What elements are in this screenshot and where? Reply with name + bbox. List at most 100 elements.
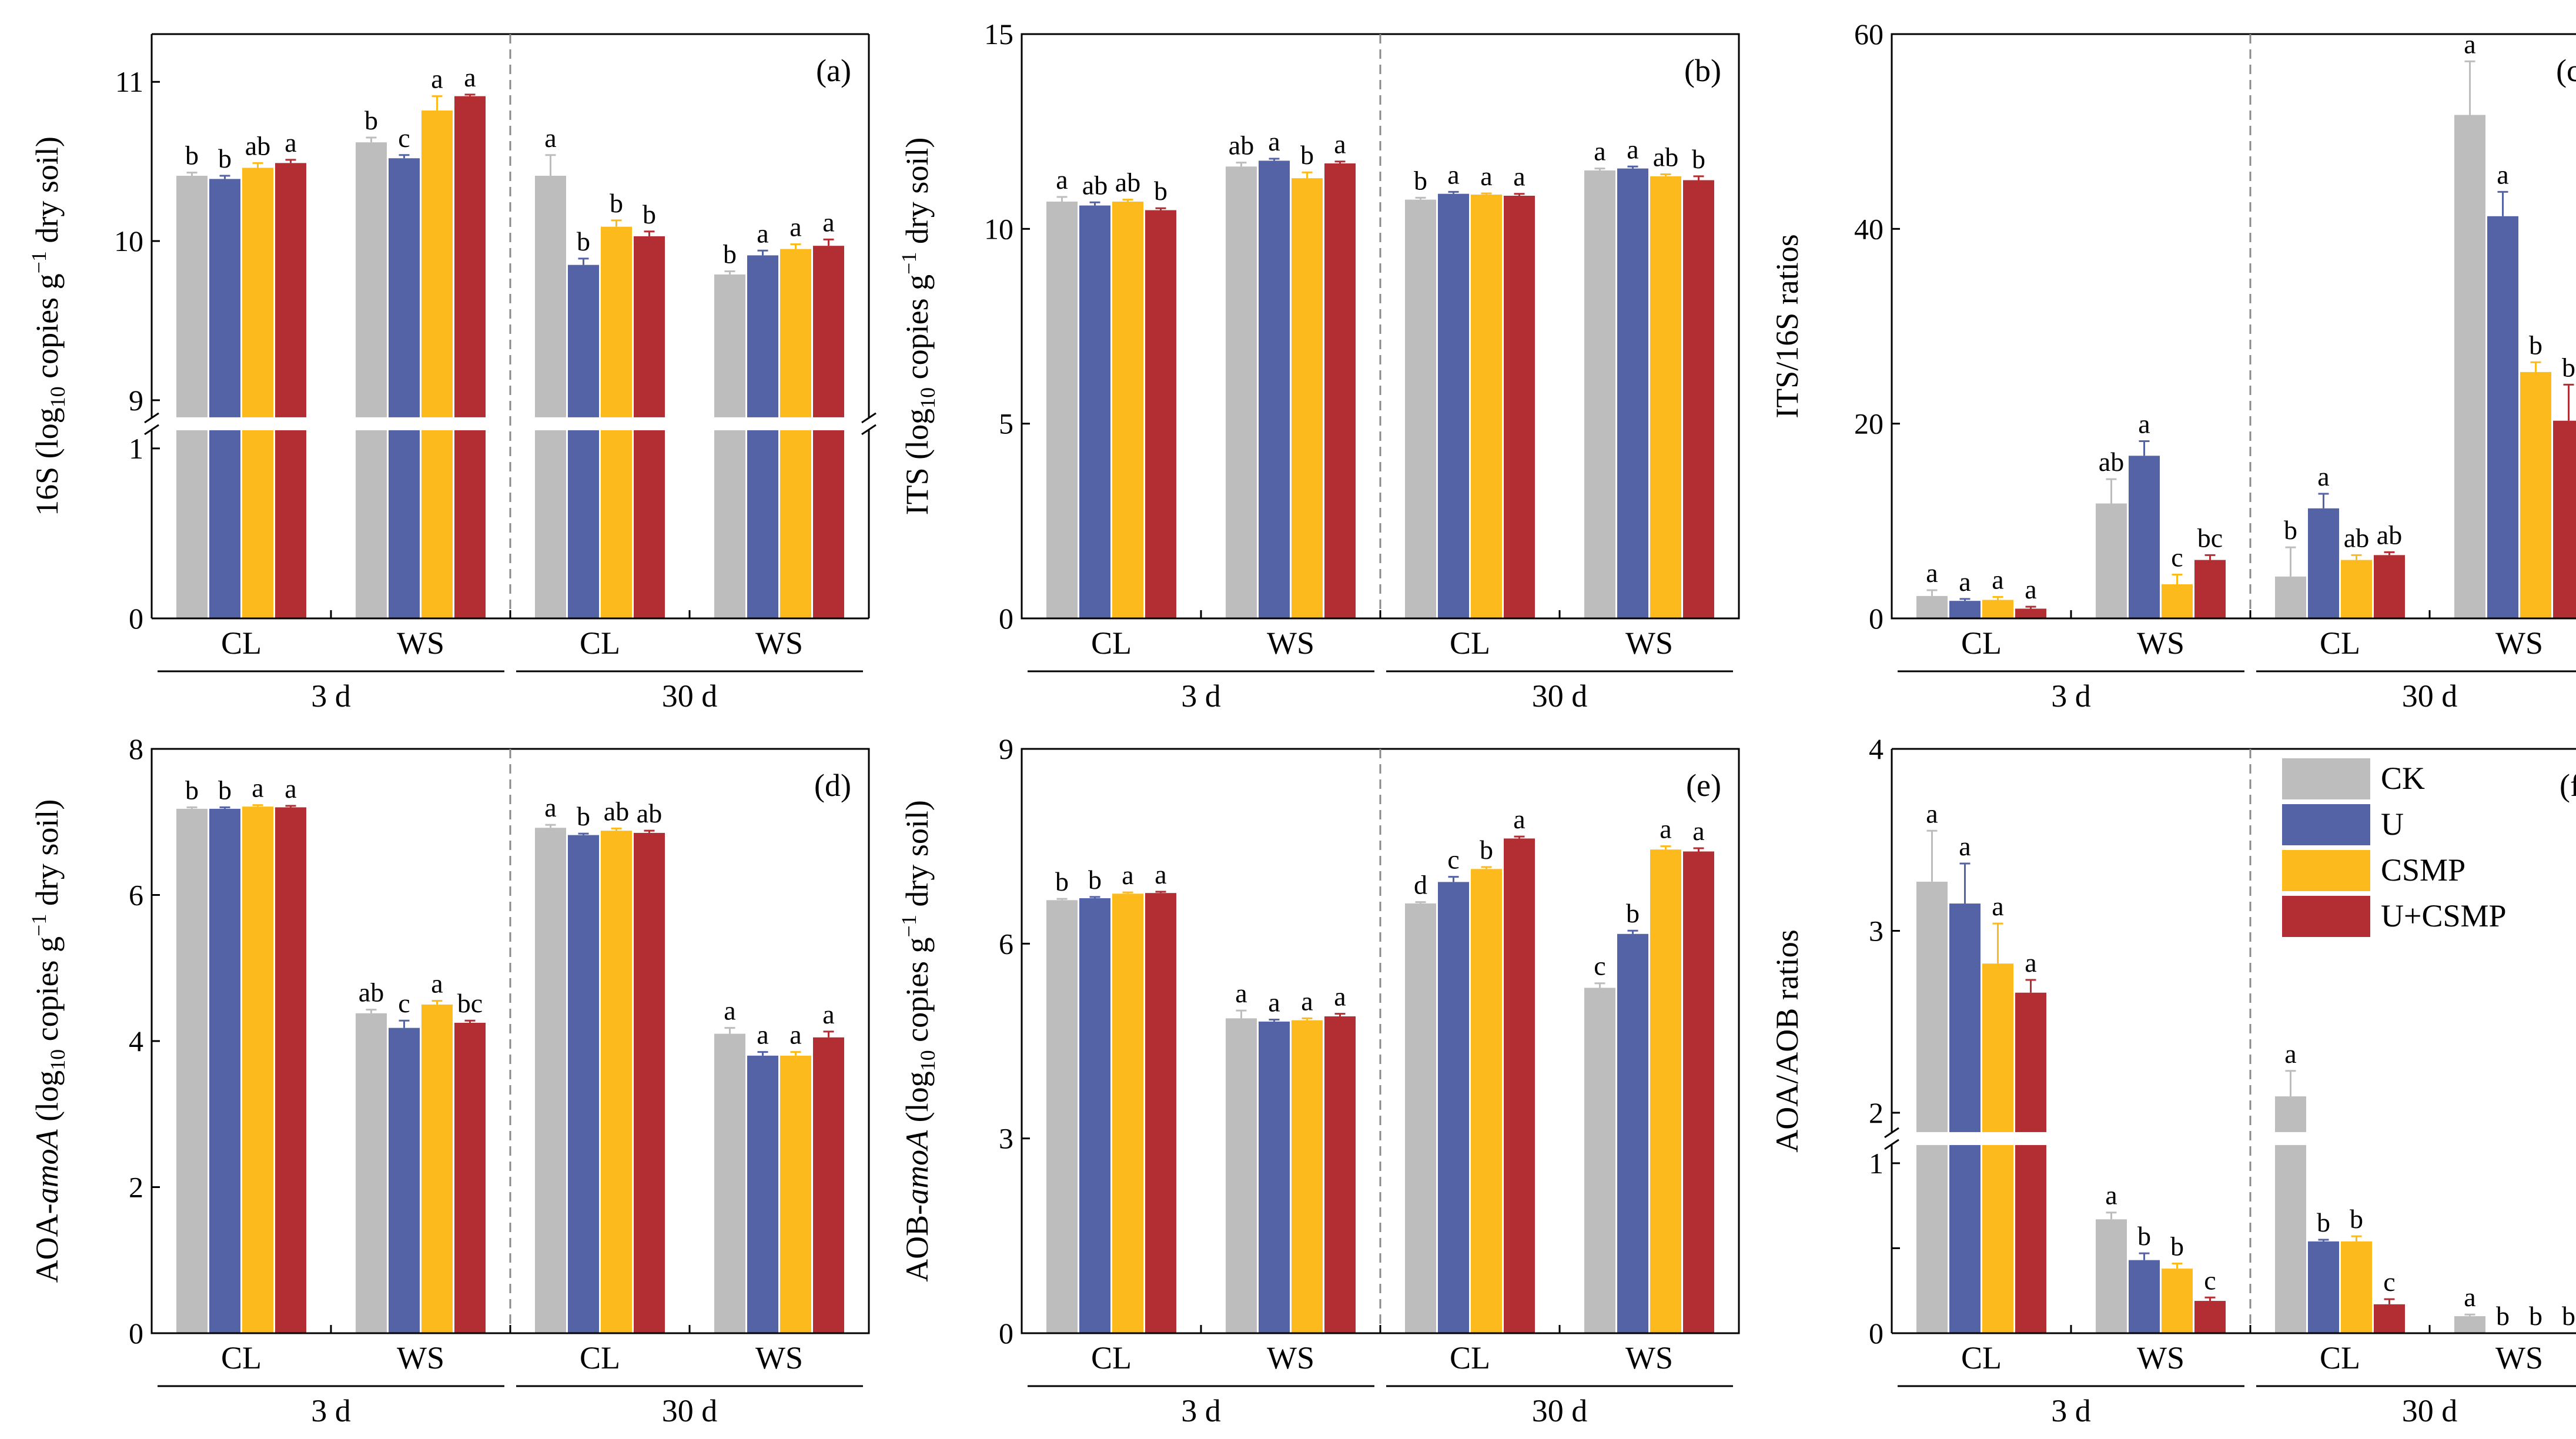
bar-U+CSMP-1: [275, 807, 306, 1333]
bar-CSMP-4: [1650, 176, 1681, 619]
bar-CK-4: [714, 274, 745, 619]
y-axis-label: AOA/AOB ratios: [1769, 929, 1805, 1152]
bar-CK-4: [2454, 1316, 2485, 1333]
significance-letter: a: [1268, 126, 1280, 156]
period-label: 3 d: [2051, 1393, 2091, 1428]
significance-letter: a: [724, 996, 735, 1026]
category-label: WS: [397, 625, 444, 661]
bar-CK-3: [2275, 1096, 2306, 1333]
label-part: dry soil): [29, 136, 65, 251]
significance-letter: b: [2284, 515, 2297, 545]
label-part: dry soil): [29, 799, 65, 914]
bar-CK-2: [1226, 1018, 1257, 1333]
significance-letter: a: [789, 212, 801, 242]
significance-letter: ab: [245, 130, 270, 160]
significance-letter: a: [1926, 558, 1938, 588]
significance-letter: a: [1959, 567, 1971, 597]
y-tick-label: 1: [1869, 1147, 1884, 1180]
label-part: copies g: [29, 273, 65, 386]
bar-U-4: [2487, 216, 2518, 619]
period-label: 30 d: [1532, 678, 1588, 714]
y-tick-label: 6: [999, 927, 1013, 960]
significance-letter: bc: [2197, 523, 2223, 553]
legend: CK U CSMP U+CSMP: [2282, 758, 2507, 937]
significance-letter: b: [364, 105, 378, 135]
significance-letter: a: [2025, 948, 2036, 978]
bar-U-3: [2308, 508, 2339, 618]
label-part: 10: [916, 387, 939, 409]
significance-letter: ab: [359, 978, 384, 1008]
y-tick-label: 4: [1869, 732, 1884, 765]
significance-letter: a: [1334, 982, 1346, 1012]
significance-letter: b: [723, 239, 737, 269]
bar-U+CSMP-4: [1683, 851, 1714, 1333]
significance-letter: a: [252, 773, 263, 803]
label-part: 16S (log: [29, 407, 65, 516]
bar-CSMP-4: [2520, 372, 2551, 618]
label-part: (log: [899, 1071, 935, 1130]
significance-letter: a: [1926, 798, 1938, 828]
bar-U-2: [2129, 1260, 2160, 1333]
category-label: WS: [1625, 625, 1673, 661]
legend-swatch-CSMP: [2282, 850, 2370, 891]
bar-U-4: [747, 255, 778, 618]
legend-label: U+CSMP: [2381, 898, 2507, 933]
bar-U+CSMP-3: [2374, 555, 2405, 618]
legend-label: CK: [2381, 761, 2425, 796]
bar-CSMP-2: [1292, 178, 1323, 619]
bar-U-3: [1438, 193, 1469, 618]
bar-CSMP-2: [1292, 1020, 1323, 1333]
period-label: 3 d: [2051, 678, 2091, 714]
axis-break-slash: [861, 424, 876, 436]
bar-CK-2: [1226, 166, 1257, 619]
y-tick-label: 6: [129, 879, 143, 912]
label-part: dry soil): [899, 138, 935, 252]
bar-CK-1: [1046, 201, 1078, 618]
significance-letter: b: [218, 143, 232, 173]
legend-swatch-U+CSMP: [2282, 896, 2370, 937]
y-axis-label: ITS/16S ratios: [1769, 234, 1805, 419]
significance-letter: a: [2105, 1180, 2117, 1210]
label-part: copies g: [899, 275, 935, 387]
y-axis-label: AOB-amoA (log10 copies g−1 dry soil): [897, 800, 939, 1282]
axis-break-slash: [1884, 1139, 1899, 1150]
label-part: copies g: [29, 936, 65, 1049]
bar-U-3: [568, 265, 599, 618]
significance-letter: b: [2170, 1231, 2184, 1261]
y-tick-label: 0: [999, 1317, 1013, 1350]
bar-CSMP-3: [1471, 869, 1502, 1333]
significance-letter: a: [1627, 134, 1638, 164]
bar-U-4: [1617, 168, 1648, 618]
bar-U+CSMP-1: [1145, 210, 1176, 618]
bar-U+CSMP-3: [1504, 196, 1535, 618]
bar-U+CSMP-2: [2194, 1301, 2226, 1333]
significance-letter: b: [1626, 898, 1640, 928]
period-label: 30 d: [662, 678, 718, 714]
significance-letter: ab: [1115, 168, 1140, 198]
bar-U-3: [1438, 882, 1469, 1333]
significance-letter: b: [1414, 165, 1427, 195]
bar-U+CSMP-2: [454, 1022, 486, 1333]
bar-CK-2: [2096, 1219, 2127, 1333]
bar-CK-2: [356, 1013, 387, 1333]
bar-CK-3: [1405, 199, 1436, 619]
bar-U+CSMP-2: [1324, 163, 1356, 618]
period-label: 30 d: [2402, 1393, 2458, 1428]
y-tick-label: 0: [1869, 602, 1884, 635]
significance-letter: a: [1334, 129, 1346, 159]
y-axis-label: ITS (log10 copies g−1 dry soil): [897, 138, 939, 516]
bar-CK-1: [1916, 881, 1948, 1333]
period-label: 3 d: [1181, 1393, 1221, 1428]
bar-CK-3: [2275, 576, 2306, 618]
significance-letter: b: [1154, 176, 1167, 206]
bar-CK-1: [1916, 595, 1948, 618]
legend-swatch-U: [2282, 804, 2370, 845]
axis-break-slash: [144, 412, 159, 424]
significance-letter: c: [1447, 845, 1459, 875]
significance-letter: c: [398, 988, 410, 1018]
y-tick-label: 9: [999, 732, 1013, 765]
significance-letter: b: [2562, 352, 2575, 382]
